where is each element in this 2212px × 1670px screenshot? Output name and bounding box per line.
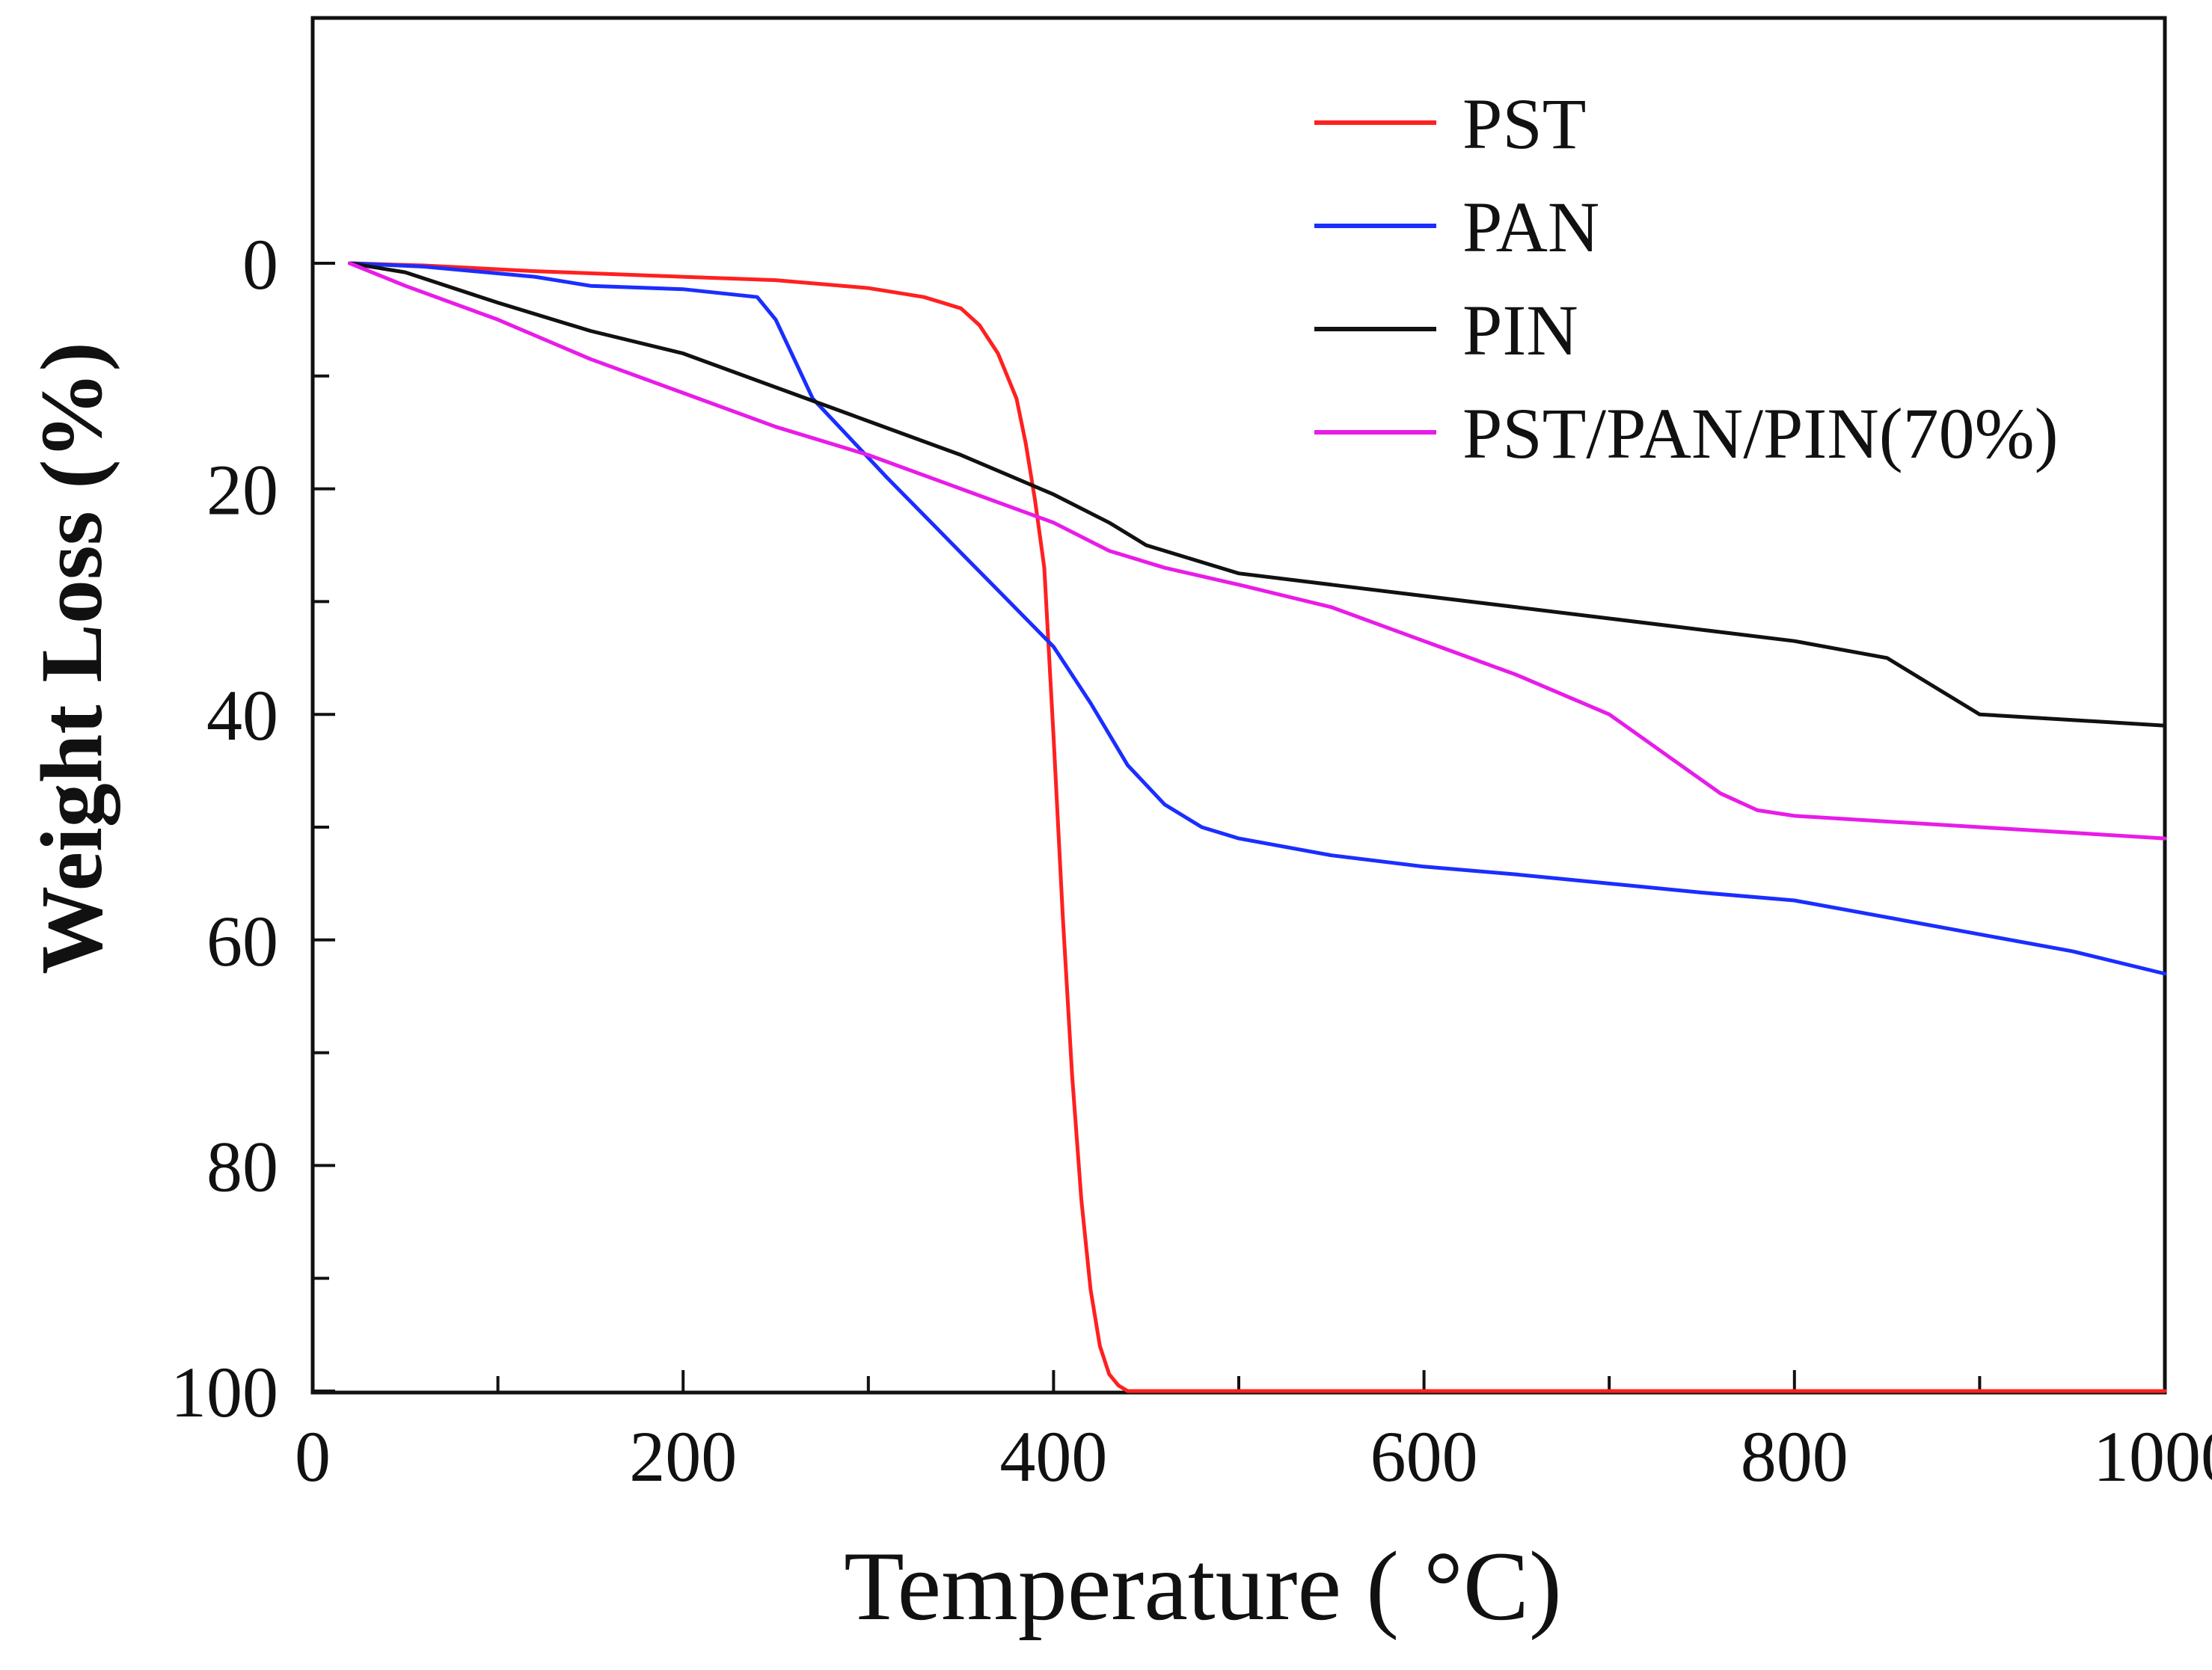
x-tick-label: 200 (629, 1416, 737, 1496)
series-lines (348, 261, 2167, 1393)
x-tick-label: 800 (1741, 1416, 1848, 1496)
y-tick-label: 60 (206, 901, 278, 981)
x-tick-label: 600 (1370, 1416, 1478, 1496)
legend-label-pin: PIN (1462, 290, 1578, 370)
y-tick-label: 0 (242, 224, 278, 304)
legend: PST PAN PIN PST/PAN/PIN(70%) (1314, 84, 2059, 473)
x-tick-label: 400 (999, 1416, 1107, 1496)
y-tick-label: 20 (206, 450, 278, 530)
x-tick-label: 0 (295, 1416, 331, 1496)
plot-frame (310, 16, 2167, 1395)
series-line-pin (348, 261, 2167, 728)
x-axis-title: Temperature ( °C) (844, 1531, 1562, 1641)
y-tick-label: 100 (171, 1352, 278, 1432)
y-axis-title: Weight Loss (%) (22, 342, 120, 974)
legend-label-pst: PST (1462, 84, 1586, 164)
y-tick-label: 80 (206, 1126, 278, 1206)
series-line-pst-pan-pin-70 (348, 261, 2167, 841)
series-line-pst (348, 261, 2167, 1393)
legend-label-pan: PAN (1462, 187, 1599, 267)
y-tick-label: 40 (206, 675, 278, 755)
legend-label-pst-pan-pin-70: PST/PAN/PIN(70%) (1462, 393, 2059, 473)
y-tick-labels: 0 20 40 60 80 100 (171, 224, 278, 1432)
series-line-pan (348, 261, 2167, 976)
